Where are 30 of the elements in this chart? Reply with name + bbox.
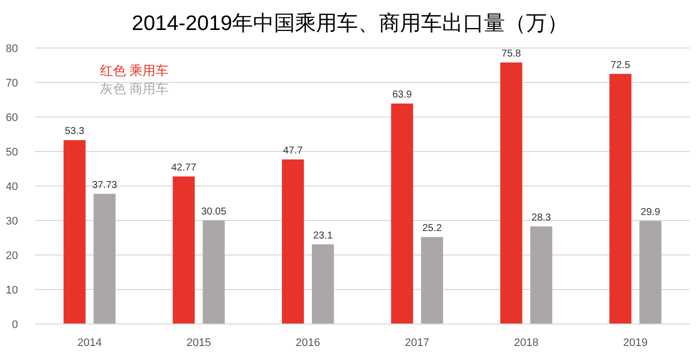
title: 2014-2019年中国乘用车、商用车出口量（万）: [132, 12, 568, 35]
y-tick-label: 10: [6, 284, 18, 296]
y-tick-label: 60: [6, 112, 18, 124]
legend: 灰色 商用车: [100, 81, 169, 96]
data-label: 37.73: [92, 180, 118, 191]
y-tick-label: 20: [6, 250, 18, 262]
x-tick-label: 2016: [296, 337, 320, 349]
data-label: 25.2: [422, 223, 442, 234]
data-label: 23.1: [313, 230, 334, 242]
x-tick-label: 2015: [186, 337, 211, 349]
legend: 红色 乘用车: [100, 63, 169, 78]
data-label: 42.77: [171, 162, 197, 174]
x-tick-label: 2017: [404, 337, 430, 349]
y-tick-label: 0: [12, 319, 18, 331]
data-label: 72.5: [610, 60, 631, 71]
y-tick-label: 40: [6, 181, 18, 193]
data-label: 47.7: [283, 145, 304, 156]
x-tick-label: 2014: [77, 337, 102, 349]
data-label: 29.9: [640, 206, 661, 218]
y-tick-label: 30: [6, 216, 18, 228]
data-label: 75.8: [502, 48, 522, 60]
y-tick-label: 50: [6, 146, 18, 158]
y-tick-label: 80: [6, 43, 18, 55]
y-tick-label: 70: [6, 78, 18, 90]
x-tick-label: 2019: [623, 337, 648, 349]
x-tick-label: 2018: [514, 337, 538, 349]
data-label: 30.05: [201, 206, 227, 218]
data-label: 28.3: [532, 212, 552, 224]
data-label: 53.3: [64, 126, 85, 138]
data-label: 63.9: [392, 90, 412, 101]
